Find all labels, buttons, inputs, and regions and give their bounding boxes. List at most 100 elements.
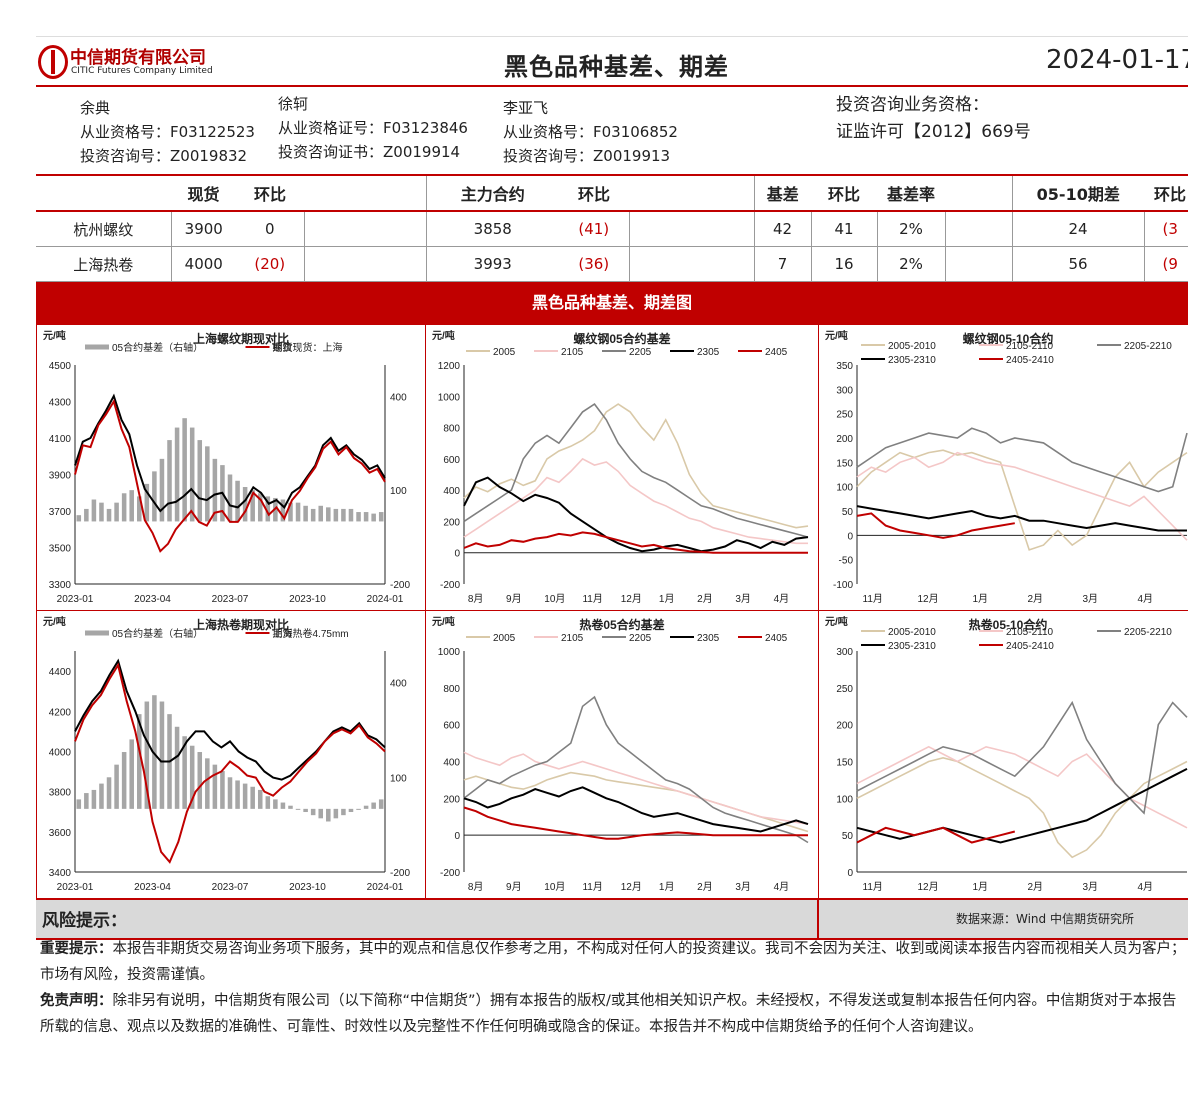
legend-label: 2305 <box>697 347 720 358</box>
legend-label: 2405-2410 <box>1006 355 1054 366</box>
basis-bar <box>280 499 286 522</box>
header-spread-chg: 环比 <box>1144 176 1188 212</box>
company-logo: 中信期货有限公司 CITIC Futures Company Limited <box>38 43 213 81</box>
y-tick-label: 1000 <box>438 392 461 403</box>
row-name: 上海热卷 <box>36 246 171 282</box>
y-tick-label: 800 <box>443 424 460 435</box>
series-line <box>463 751 809 825</box>
chart-title: 上海螺纹期现对比 <box>193 331 289 346</box>
authors-section: 余典 从业资格号：F03122523 投资咨询号：Z0019832 徐轲 从业资… <box>36 86 1188 176</box>
report-header: 中信期货有限公司 CITIC Futures Company Limited 黑… <box>36 36 1188 87</box>
chart-svg: 元/吨 螺纹钢05合约基差 2005 2105 2205 2305 2405 1200 1000… <box>432 329 809 605</box>
x-tick-label: 9月 <box>506 881 522 893</box>
y-tick-label: 0 <box>847 531 853 542</box>
legend-label: 2105 <box>561 633 584 644</box>
chart-hrc-spot-futures: 元/吨 上海热卷期现对比 05合约基差（右轴） 上海热卷4.75mm 期货 4400 420… <box>36 610 426 899</box>
report-page: 中信期货有限公司 CITIC Futures Company Limited 黑… <box>36 36 1188 1066</box>
basis-bar <box>137 496 142 522</box>
y-tick-label: 1000 <box>438 647 461 658</box>
cell-basis: 7 <box>753 246 811 282</box>
basis-bar <box>99 502 104 522</box>
basis-bar <box>250 786 255 809</box>
legend-label: 2005 <box>493 347 516 358</box>
y-tick-label: 4200 <box>49 707 72 718</box>
x-tick-label: 8月 <box>468 881 484 893</box>
header-spot: 现货 <box>171 176 236 212</box>
chart-svg: 元/吨 螺纹钢05-10合约 2005-2010 2105-2110 2205-2210… <box>825 329 1188 605</box>
basis-bar <box>152 695 157 809</box>
header-basis-rate: 基差率 <box>877 176 945 212</box>
basis-bar <box>333 508 339 522</box>
axis-unit-label: 元/吨 <box>432 615 455 628</box>
legend-label: 2405-2410 <box>1006 641 1054 652</box>
basis-bar <box>288 805 293 809</box>
basis-bar <box>174 427 180 522</box>
y-tick-label: 150 <box>836 758 853 769</box>
y-tick-label-right: 100 <box>390 773 407 784</box>
basis-bar <box>197 440 203 522</box>
y-tick-label: 3600 <box>49 828 72 839</box>
legend-label: 2205-2210 <box>1124 341 1172 352</box>
y-tick-label: -100 <box>833 580 853 591</box>
series-line <box>856 745 1188 829</box>
important-label: 重要提示： <box>40 941 113 957</box>
x-tick-label: 2023-04 <box>134 594 171 605</box>
legend-label: 05合约基差（右轴） <box>112 627 203 640</box>
x-tick-label: 4月 <box>774 881 790 893</box>
chart-title: 热卷05合约基差 <box>579 617 664 632</box>
legend-label: 2205-2210 <box>1124 627 1172 638</box>
x-tick-label: 2023-01 <box>57 594 94 605</box>
y-tick-label: 400 <box>443 758 460 769</box>
y-tick-label: 200 <box>443 794 460 805</box>
x-tick-label: 8月 <box>468 593 484 605</box>
author-1: 余典 从业资格号：F03122523 投资咨询号：Z0019832 <box>80 96 255 168</box>
y-tick-label: 250 <box>836 410 853 421</box>
legend-label: 2405 <box>765 633 788 644</box>
x-tick-label: 2023-10 <box>289 882 326 893</box>
risk-bar: 风险提示： 数据来源：Wind 中信期货研究所 <box>36 898 1188 940</box>
x-tick-label: 2023-01 <box>57 882 94 893</box>
basis-bar <box>363 512 369 522</box>
basis-bar <box>137 714 142 809</box>
cell-basis-chg: 41 <box>810 211 877 247</box>
y-tick-label: 4100 <box>49 434 72 445</box>
x-tick-label: 3月 <box>1083 881 1099 893</box>
cell-spot: 3900 <box>170 211 236 247</box>
legend-label: 上海热卷4.75mm <box>273 627 349 640</box>
x-tick-label: 10月 <box>544 881 565 893</box>
x-tick-label: 2024-01 <box>367 882 404 893</box>
cell-spread-chg: (3 <box>1143 211 1188 247</box>
axis-unit-label: 元/吨 <box>432 329 455 342</box>
basis-bar <box>76 515 82 522</box>
y-tick-label: 3300 <box>49 580 72 591</box>
y-tick-label: 400 <box>443 486 460 497</box>
y-tick-label: 100 <box>836 794 853 805</box>
legend-label: 2405 <box>765 347 788 358</box>
x-tick-label: 12月 <box>621 593 642 605</box>
header-basis: 基差 <box>753 176 811 212</box>
series-line <box>856 512 1015 539</box>
y-tick-label-right: 400 <box>390 392 407 403</box>
basis-bar <box>212 764 218 809</box>
legend-label: 2205 <box>629 633 652 644</box>
basis-bar <box>189 427 195 522</box>
basis-bar <box>205 758 210 809</box>
chart-title: 上海热卷期现对比 <box>193 617 289 632</box>
basis-bar <box>257 789 263 809</box>
axis-unit-label: 元/吨 <box>825 329 848 342</box>
basis-bar <box>356 808 361 810</box>
author-advisory: 投资咨询证书：Z0019914 <box>278 143 461 161</box>
basis-bar <box>114 764 119 809</box>
series-line <box>463 403 809 529</box>
company-name-cn: 中信期货有限公司 <box>70 48 206 68</box>
author-3: 李亚飞 从业资格号：F03106852 投资咨询号：Z0019913 <box>503 96 678 168</box>
header-main-chg: 环比 <box>559 176 629 212</box>
cell-basis-chg: 16 <box>810 246 877 282</box>
y-tick-label: 0 <box>847 868 853 879</box>
legend-label: 2305-2310 <box>888 641 936 652</box>
x-tick-label: 11月 <box>863 593 883 605</box>
data-source: 数据来源：Wind 中信期货研究所 <box>956 912 1134 926</box>
series-line <box>74 662 386 864</box>
basis-bar <box>106 777 112 809</box>
